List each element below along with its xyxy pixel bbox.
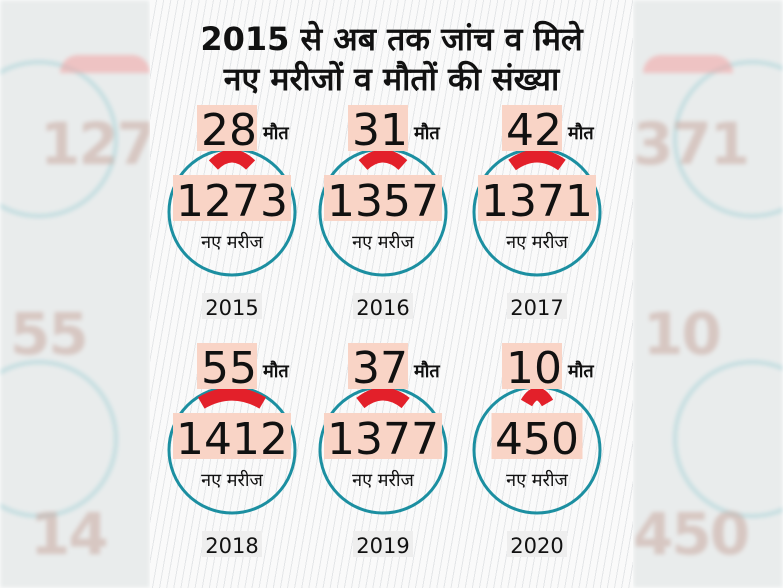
patient-number: 1357 bbox=[327, 176, 439, 227]
patient-number: 1412 bbox=[176, 414, 288, 465]
death-label: मौत bbox=[567, 122, 594, 144]
patient-label: नए मरीज bbox=[201, 469, 263, 491]
death-number-highlight bbox=[502, 105, 562, 151]
death-number-highlight bbox=[197, 343, 257, 389]
ghost-number: 14 bbox=[30, 500, 109, 568]
death-number-highlight bbox=[348, 343, 408, 389]
year-highlight bbox=[353, 293, 413, 319]
patient-number-highlight bbox=[478, 175, 596, 221]
death-number-highlight bbox=[502, 343, 562, 389]
death-number-highlight bbox=[197, 105, 257, 151]
death-arc bbox=[520, 387, 554, 407]
ghost-ring bbox=[0, 360, 118, 518]
death-arc bbox=[356, 387, 410, 409]
patient-label: नए मरीज bbox=[352, 469, 414, 491]
death-arc bbox=[208, 149, 256, 170]
ghost-number: 450 bbox=[633, 500, 750, 568]
patient-label: नए मरीज bbox=[506, 231, 568, 253]
year-highlight bbox=[507, 531, 567, 557]
death-number: 42 bbox=[506, 105, 562, 156]
year-highlight bbox=[507, 293, 567, 319]
death-arc bbox=[358, 149, 408, 171]
patient-number: 1371 bbox=[481, 176, 593, 227]
patient-number-highlight bbox=[173, 175, 291, 221]
death-number-highlight bbox=[348, 105, 408, 151]
year-label: 2017 bbox=[510, 296, 563, 320]
death-label: मौत bbox=[262, 360, 289, 382]
ghost-number: 371 bbox=[633, 110, 750, 178]
year-label: 2020 bbox=[510, 534, 563, 558]
patient-number-highlight bbox=[173, 413, 291, 459]
ghost-arc bbox=[643, 55, 733, 73]
patient-label: नए मरीज bbox=[201, 231, 263, 253]
death-number: 10 bbox=[506, 343, 562, 394]
ghost-ring bbox=[673, 360, 783, 518]
right-blurred-background: 371 10 450 bbox=[633, 0, 783, 588]
ghost-number: 127 bbox=[40, 110, 150, 178]
death-arc bbox=[197, 387, 267, 409]
death-number: 55 bbox=[201, 343, 257, 394]
patient-number: 450 bbox=[495, 414, 579, 465]
year-label: 2015 bbox=[205, 296, 258, 320]
year-label: 2019 bbox=[356, 534, 409, 558]
ghost-number: 55 bbox=[10, 300, 89, 368]
year-highlight bbox=[353, 531, 413, 557]
patient-number: 1273 bbox=[176, 176, 288, 227]
patient-label: नए मरीज bbox=[506, 469, 568, 491]
patient-number: 1377 bbox=[327, 414, 439, 465]
patient-number-highlight bbox=[324, 175, 442, 221]
death-number: 28 bbox=[201, 105, 257, 156]
year-highlight bbox=[202, 531, 262, 557]
patient-number-highlight bbox=[324, 413, 442, 459]
death-number: 31 bbox=[352, 105, 408, 156]
death-arc bbox=[508, 149, 566, 171]
ghost-number: 10 bbox=[643, 300, 722, 368]
death-label: मौत bbox=[567, 360, 594, 382]
death-label: मौत bbox=[413, 122, 440, 144]
left-blurred-background: 127 55 14 bbox=[0, 0, 150, 588]
chart-title-line-2: नए मरीजों व मौतों की संख्या bbox=[223, 60, 560, 98]
year-label: 2018 bbox=[205, 534, 258, 558]
year-label: 2016 bbox=[356, 296, 409, 320]
patient-number-highlight bbox=[491, 413, 583, 459]
year-highlight bbox=[202, 293, 262, 319]
ghost-arc bbox=[60, 55, 150, 73]
death-label: मौत bbox=[413, 360, 440, 382]
death-number: 37 bbox=[352, 343, 408, 394]
death-label: मौत bbox=[262, 122, 289, 144]
chart-title-line-1: 2015 से अब तक जांच व मिले bbox=[200, 20, 583, 58]
patient-label: नए मरीज bbox=[352, 231, 414, 253]
